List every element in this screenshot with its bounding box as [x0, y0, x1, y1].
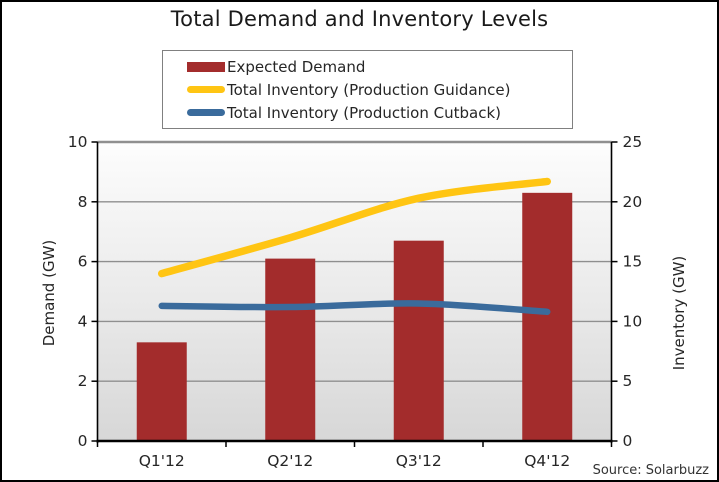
right-tick-label: 25 [623, 133, 643, 151]
legend-item-inventory-cutback: Total Inventory (Production Cutback) [187, 101, 572, 124]
legend-item-label: Total Inventory (Production Cutback) [227, 103, 501, 122]
category-label: Q4'12 [524, 452, 570, 470]
demand-bar-Q4'12 [522, 192, 573, 441]
legend: Expected Demand Total Inventory (Product… [162, 50, 573, 129]
right-tick-label: 5 [623, 372, 633, 390]
right-tick-label: 20 [623, 193, 643, 211]
demand-bar-Q1'12 [136, 342, 187, 441]
demand-bar-Q2'12 [265, 258, 316, 441]
category-label: Q3'12 [396, 452, 442, 470]
right-tick-label: 0 [623, 432, 633, 450]
right-tick-label: 10 [623, 312, 643, 330]
category-label: Q1'12 [139, 452, 185, 470]
right-tick-label: 15 [623, 253, 643, 271]
chart-title: Total Demand and Inventory Levels [170, 7, 549, 31]
guidance-line [158, 177, 551, 278]
bar-swatch-icon [187, 61, 225, 72]
legend-item-label: Expected Demand [227, 57, 366, 76]
left-tick-label: 4 [78, 312, 88, 330]
legend-item-expected-demand: Expected Demand [187, 55, 572, 78]
left-tick-label: 2 [78, 372, 88, 390]
category-label: Q2'12 [267, 452, 313, 470]
left-tick-label: 10 [68, 133, 88, 151]
left-tick-label: 6 [78, 253, 88, 271]
line-swatch-icon [187, 86, 225, 93]
left-tick-label: 0 [78, 432, 88, 450]
line-swatch-icon [187, 109, 225, 116]
demand-bar-Q3'12 [393, 240, 444, 441]
legend-item-label: Total Inventory (Production Guidance) [227, 80, 511, 99]
left-tick-label: 8 [78, 193, 88, 211]
legend-item-inventory-guidance: Total Inventory (Production Guidance) [187, 78, 572, 101]
cutback-line [158, 300, 551, 316]
source-caption: Source: Solarbuzz [592, 463, 709, 478]
